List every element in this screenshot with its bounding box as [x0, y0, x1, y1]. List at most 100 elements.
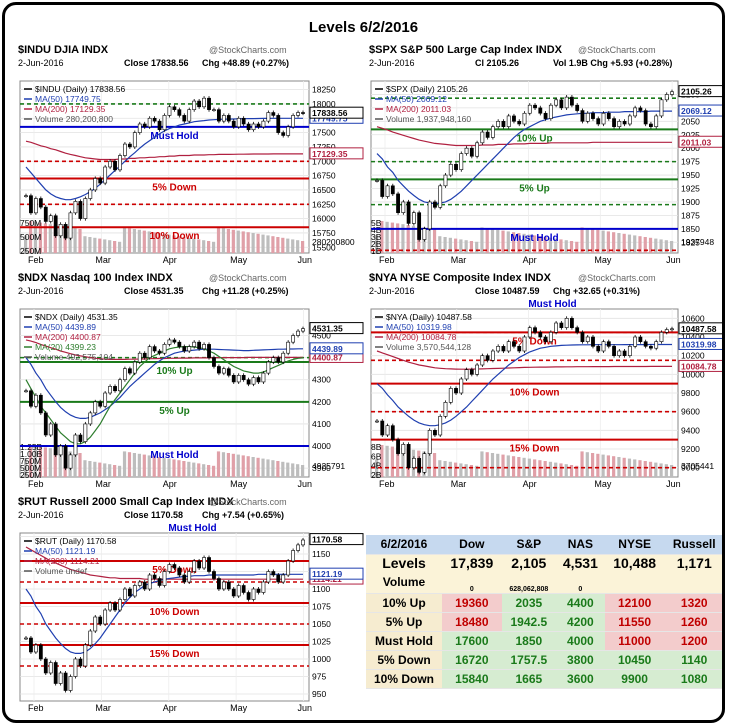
volume-bar — [197, 463, 201, 477]
candle-body — [301, 328, 305, 332]
candle-body — [58, 445, 63, 456]
candle-body — [63, 445, 68, 469]
y-tick-label: 9000 — [681, 463, 700, 473]
candle-body — [73, 201, 78, 214]
volume-bar — [276, 237, 280, 253]
volume-bar — [411, 225, 416, 253]
candle-body — [301, 539, 305, 546]
candle-body — [246, 592, 251, 600]
table-cell: 628,062,808 — [501, 571, 556, 594]
candle-body — [396, 439, 400, 454]
candle-body — [73, 658, 78, 677]
volume-bar — [564, 464, 568, 477]
volume-tag: 1937948 — [681, 237, 714, 247]
volume-bar — [256, 457, 260, 477]
volume-bar — [261, 234, 265, 253]
candle-body — [380, 420, 385, 436]
candle-body — [575, 327, 580, 333]
y-tick-label: 10600 — [681, 313, 705, 323]
y-tick-label: 15500 — [312, 242, 336, 252]
volume-bar — [633, 235, 637, 253]
volume-bar — [490, 229, 495, 253]
candle-body — [187, 109, 192, 122]
y-tick-label: 1000 — [312, 654, 331, 664]
candle-body — [601, 341, 606, 352]
candle-body — [197, 341, 202, 350]
chart-watermark: @StockCharts.com — [209, 45, 287, 55]
candle-body — [68, 212, 73, 239]
chart-title: $NYA NYSE Composite Index INDX — [369, 272, 552, 284]
level-label: 5% Down — [152, 565, 196, 576]
candle-body — [606, 341, 611, 347]
x-tick-label: May — [230, 479, 248, 489]
candle-body — [596, 118, 601, 125]
candle-body — [480, 355, 485, 366]
candle-body — [638, 336, 643, 342]
candle-body — [152, 117, 157, 122]
candle-body — [281, 132, 286, 136]
candle-body — [385, 425, 390, 436]
last-price-tag-box — [678, 85, 722, 98]
table-cell: 0 — [555, 571, 605, 594]
candle-body — [217, 109, 221, 122]
legend-entry: MA(200) 10084.78 — [386, 332, 457, 342]
ma50-tag: 2069.12 — [681, 106, 712, 116]
candle-body — [659, 99, 664, 117]
volume-bar — [122, 227, 127, 253]
table-cell: 1757.5 — [501, 650, 556, 670]
x-tick-label: Apr — [163, 703, 177, 713]
volume-bar — [167, 458, 171, 477]
volume-bar — [606, 231, 610, 253]
candle-body — [123, 143, 127, 156]
candle-body — [627, 115, 632, 125]
volume-bar — [152, 232, 156, 253]
volume-bar — [88, 461, 92, 477]
candle-body — [172, 564, 177, 569]
volume-bar — [172, 235, 176, 253]
candle-body — [570, 96, 574, 106]
candle-body — [617, 121, 622, 127]
candle-body — [543, 336, 548, 342]
chart-indu-panel: $INDU DJIA INDX 2-Jun-2016 Close 17838.56 C… — [16, 43, 364, 265]
y-tick-label: 9600 — [681, 407, 700, 417]
volume-bar — [559, 463, 563, 477]
legend-entry: $NDX (Daily) 4531.35 — [35, 312, 118, 322]
volume-bar — [53, 449, 57, 477]
candle-body — [522, 112, 527, 125]
volume-bar — [246, 232, 250, 253]
candle-body — [464, 369, 469, 380]
volume-bar — [236, 230, 240, 253]
candle-body — [152, 346, 157, 352]
volume-bar — [152, 456, 156, 477]
volume-bar — [256, 233, 260, 253]
table-cell: 2035 — [501, 593, 556, 613]
candle-body — [202, 557, 206, 569]
candle-body — [251, 377, 256, 385]
volume-bar — [617, 233, 621, 253]
volume-bar — [58, 449, 62, 477]
volume-bar — [296, 240, 300, 253]
y-tick-label: 16000 — [312, 214, 336, 224]
chart-close: Close 1170.58 — [124, 510, 183, 520]
candle-body — [217, 578, 221, 590]
candle-body — [286, 341, 291, 354]
x-tick-label: Mar — [95, 255, 111, 265]
candle-body — [654, 341, 659, 349]
volume-bar — [142, 454, 146, 477]
table-row: 10% Down 15840 1665 3600 9900 1080 — [366, 669, 722, 689]
candle-body — [512, 341, 516, 347]
volume-bar — [527, 458, 531, 477]
candle-body — [411, 458, 416, 468]
volume-bar — [648, 237, 653, 253]
y-tick-label: 1950 — [681, 170, 700, 180]
candle-body — [276, 574, 281, 583]
chart-nya-panel: $NYA NYSE Composite Index INDX 2-Jun-2016… — [367, 271, 722, 493]
table-header: NAS — [555, 535, 605, 555]
top-level-label: Must Hold — [528, 299, 576, 310]
candle-body — [512, 115, 516, 122]
chart-close: Cl 2105.26 — [475, 58, 519, 68]
candle-body — [246, 379, 251, 385]
candle-body — [241, 375, 246, 381]
legend-entry: MA(20) 4399.23 — [35, 342, 96, 352]
